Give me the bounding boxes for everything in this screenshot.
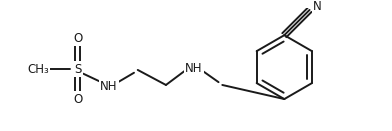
Text: NH: NH xyxy=(185,62,203,75)
Text: N: N xyxy=(313,0,321,13)
Text: CH₃: CH₃ xyxy=(27,62,49,75)
Text: NH: NH xyxy=(100,80,117,93)
Text: O: O xyxy=(73,31,82,45)
Text: O: O xyxy=(73,93,82,106)
Text: S: S xyxy=(74,62,81,75)
